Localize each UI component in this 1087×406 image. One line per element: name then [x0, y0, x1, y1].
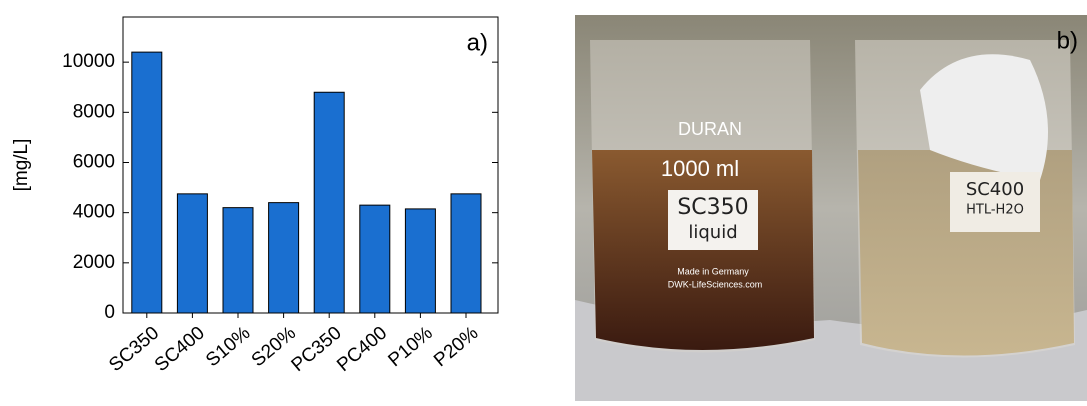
y-tick-label: 6000: [73, 152, 115, 173]
beaker-text: SC400: [966, 179, 1024, 200]
bar: [360, 205, 390, 313]
bar: [405, 209, 435, 313]
x-tick-label: P10%: [384, 323, 436, 372]
bar: [223, 208, 253, 313]
y-axis-label: [mg/L]: [11, 139, 32, 192]
x-tick-label: SC350: [105, 323, 163, 376]
x-tick-label: PC400: [333, 323, 391, 376]
bar: [451, 194, 481, 313]
y-tick-label: 0: [104, 302, 115, 323]
annotation: a): [467, 29, 488, 56]
beaker-text: SC350: [677, 195, 748, 220]
beaker-text: DURAN: [678, 119, 742, 139]
beaker-text: DWK-LifeSciences.com: [668, 279, 763, 289]
beaker-text: liquid: [688, 222, 737, 243]
photo: DURAN 1000 ml Made in Germany DWK-LifeSc…: [575, 15, 1087, 401]
y-tick-label: 4000: [73, 202, 115, 223]
beaker-text: Made in Germany: [677, 266, 749, 276]
y-tick-label: 2000: [73, 252, 115, 273]
x-tick-label: SC400: [151, 323, 209, 376]
x-tick-label: P20%: [430, 323, 482, 372]
y-tick-label: 8000: [73, 101, 115, 122]
y-tick-label: 10000: [62, 51, 115, 72]
bar: [314, 92, 344, 313]
x-tick-label: PC350: [288, 323, 346, 376]
bar: [269, 203, 299, 313]
figure: DURAN 1000 ml Made in Germany DWK-LifeSc…: [0, 0, 1087, 401]
bar: [177, 194, 207, 313]
page: DURAN 1000 ml Made in Germany DWK-LifeSc…: [0, 0, 1087, 406]
beaker-text: 1000 ml: [661, 156, 739, 181]
panel-label: b): [1057, 27, 1078, 54]
beaker-text: HTL-H2O: [966, 203, 1024, 218]
bar: [132, 52, 162, 313]
x-tick-label: S10%: [202, 323, 254, 372]
